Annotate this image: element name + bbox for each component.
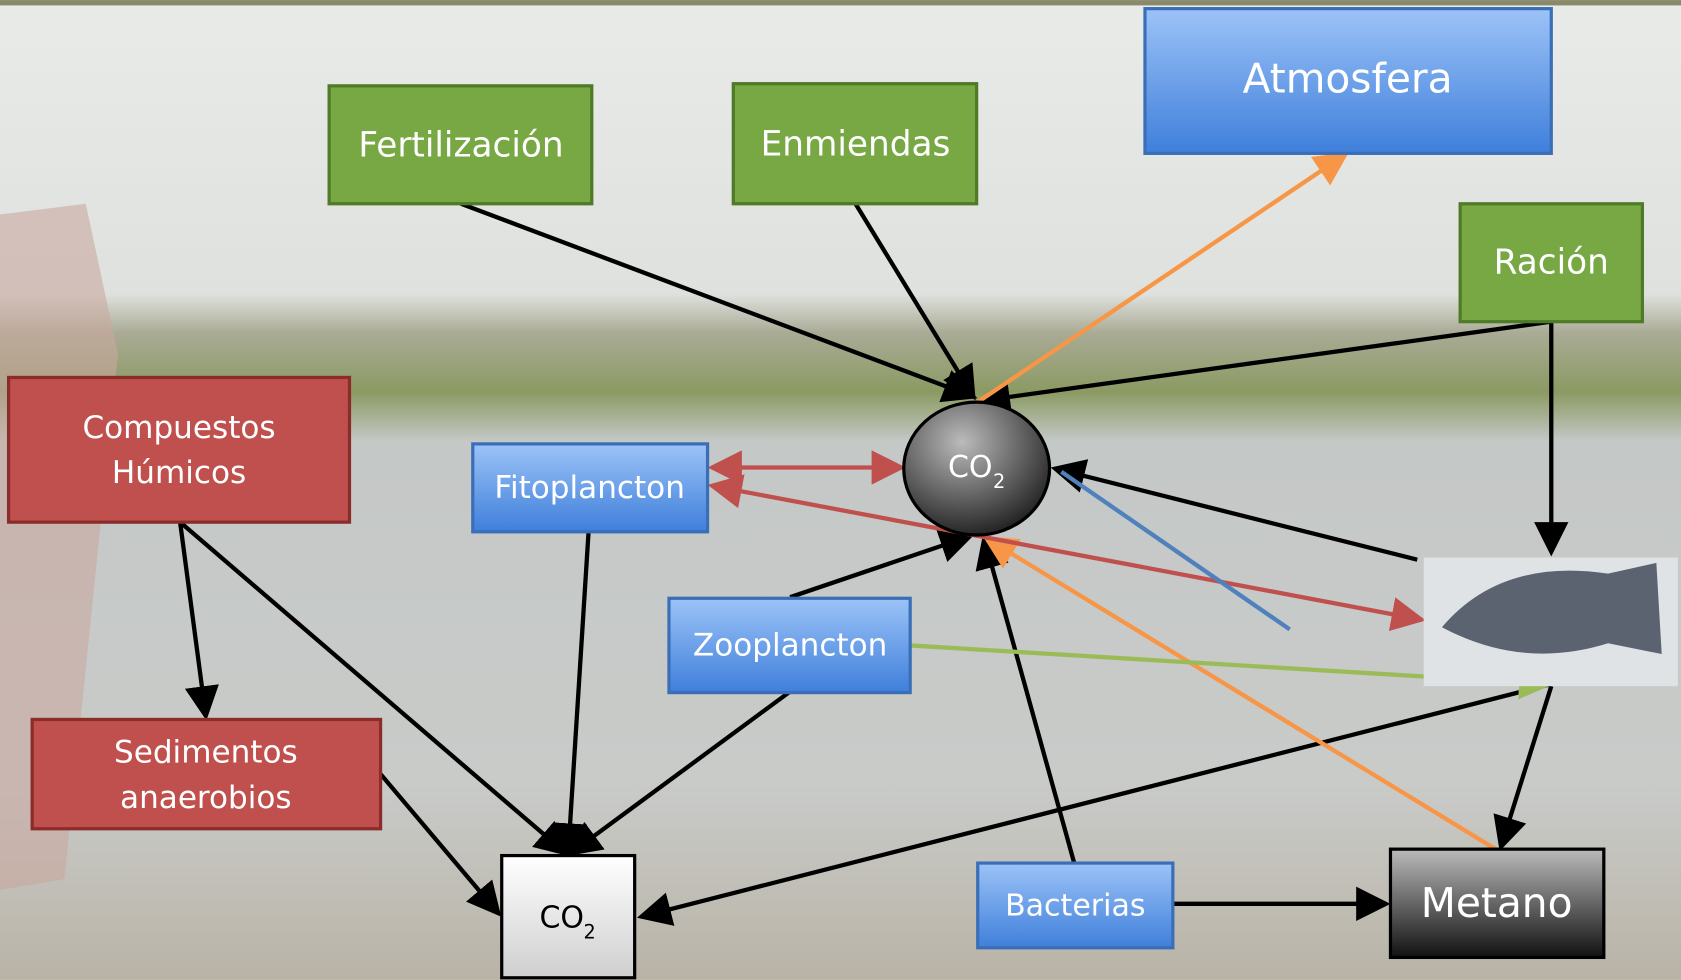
node-label: Zooplancton — [693, 628, 887, 664]
node-label: anaerobios — [120, 780, 292, 816]
fish — [1424, 558, 1678, 687]
node-label-sub: 2 — [583, 920, 595, 943]
node-label: Compuestos — [82, 410, 275, 446]
diagram: Fertilización Enmiendas Atmosfera Ración… — [0, 0, 1681, 980]
node-label: Fertilización — [358, 125, 563, 165]
node-label: CO — [539, 900, 584, 935]
node-label: Húmicos — [112, 455, 246, 491]
node-label: Metano — [1421, 879, 1573, 927]
node-label: Bacterias — [1005, 889, 1145, 924]
node-label: Fitoplancton — [494, 470, 685, 506]
node-label: Enmiendas — [761, 124, 951, 164]
node-label: Ración — [1494, 242, 1609, 282]
node-label: Sedimentos — [114, 735, 298, 771]
node-label: CO — [948, 450, 993, 485]
top-bar — [0, 0, 1681, 5]
node-label: Atmosfera — [1243, 55, 1453, 103]
node-label-sub: 2 — [993, 470, 1005, 493]
